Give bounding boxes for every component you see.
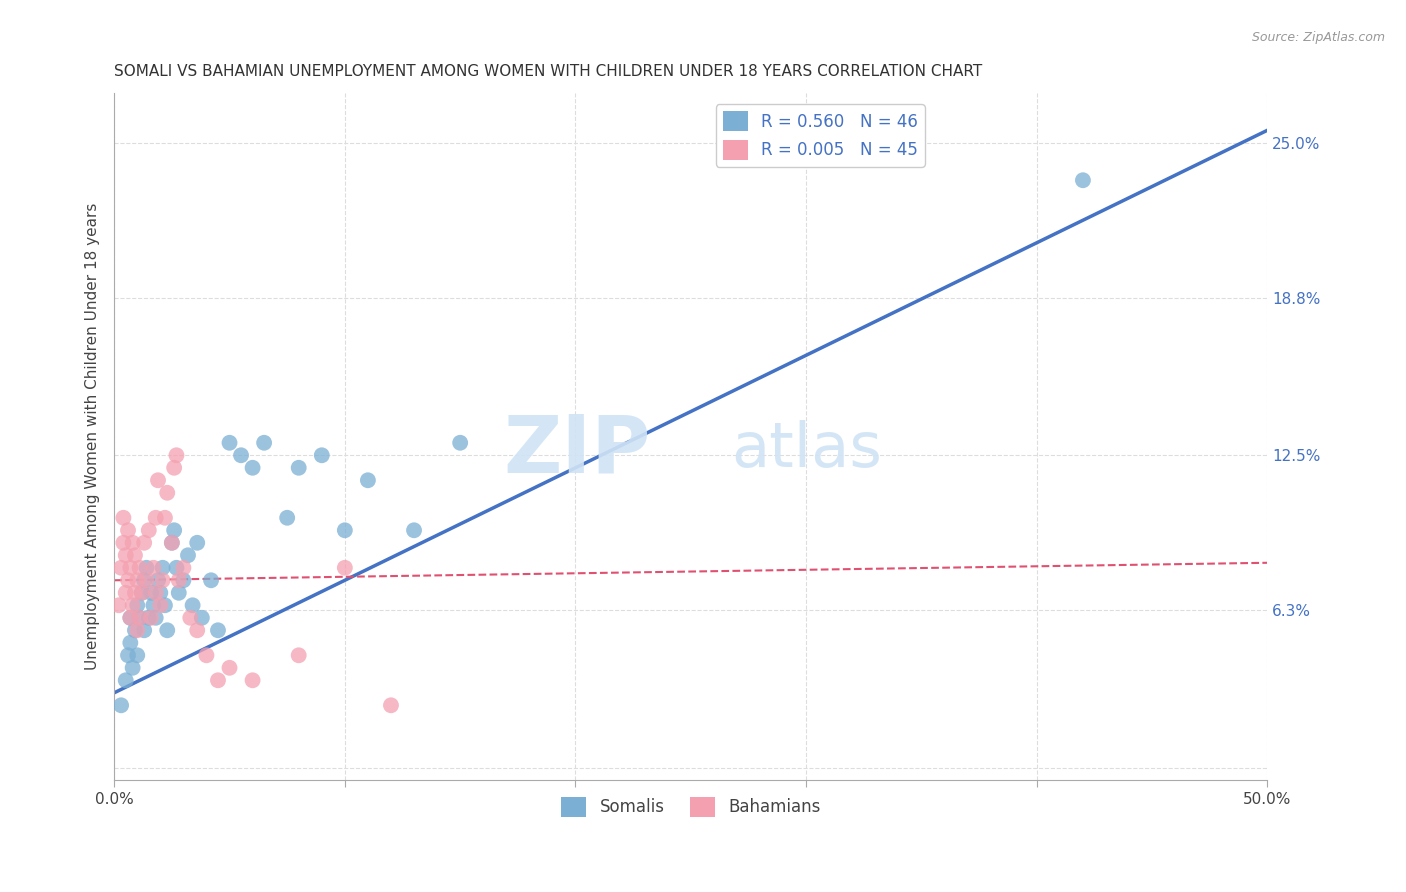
Point xyxy=(145,611,167,625)
Point xyxy=(114,673,136,688)
Point xyxy=(333,561,356,575)
Point xyxy=(131,586,153,600)
Point xyxy=(107,599,129,613)
Point xyxy=(163,460,186,475)
Point xyxy=(449,435,471,450)
Point xyxy=(145,510,167,524)
Point xyxy=(1071,173,1094,187)
Point xyxy=(128,561,150,575)
Point xyxy=(152,574,174,588)
Point xyxy=(127,599,149,613)
Point xyxy=(120,611,142,625)
Point xyxy=(333,523,356,537)
Point xyxy=(139,611,162,625)
Point xyxy=(117,648,139,663)
Point xyxy=(229,448,252,462)
Point xyxy=(120,561,142,575)
Point xyxy=(166,448,188,462)
Point xyxy=(114,549,136,563)
Point xyxy=(142,599,165,613)
Point xyxy=(207,624,229,638)
Point xyxy=(191,611,214,625)
Point xyxy=(179,611,201,625)
Point xyxy=(156,624,179,638)
Point xyxy=(131,586,153,600)
Point xyxy=(163,523,186,537)
Point xyxy=(218,435,240,450)
Point xyxy=(127,624,149,638)
Text: Source: ZipAtlas.com: Source: ZipAtlas.com xyxy=(1251,31,1385,45)
Point xyxy=(135,561,157,575)
Point xyxy=(200,574,222,588)
Point xyxy=(121,661,143,675)
Text: SOMALI VS BAHAMIAN UNEMPLOYMENT AMONG WOMEN WITH CHILDREN UNDER 18 YEARS CORRELA: SOMALI VS BAHAMIAN UNEMPLOYMENT AMONG WO… xyxy=(114,64,983,79)
Point xyxy=(402,523,425,537)
Point xyxy=(242,673,264,688)
Point xyxy=(146,473,169,487)
Point xyxy=(127,574,149,588)
Point xyxy=(114,586,136,600)
Point xyxy=(166,561,188,575)
Point xyxy=(311,448,333,462)
Point xyxy=(149,599,172,613)
Point xyxy=(134,574,156,588)
Text: atlas: atlas xyxy=(731,420,882,480)
Legend: Somalis, Bahamians: Somalis, Bahamians xyxy=(554,790,827,823)
Point xyxy=(177,549,200,563)
Point xyxy=(138,523,160,537)
Point xyxy=(153,599,176,613)
Point xyxy=(124,624,146,638)
Point xyxy=(242,460,264,475)
Point xyxy=(172,574,194,588)
Point xyxy=(218,661,240,675)
Point xyxy=(112,535,135,549)
Point xyxy=(117,574,139,588)
Text: ZIP: ZIP xyxy=(503,411,651,490)
Point xyxy=(145,586,167,600)
Point xyxy=(127,648,149,663)
Point xyxy=(110,561,132,575)
Point xyxy=(160,535,183,549)
Point xyxy=(152,561,174,575)
Point xyxy=(276,510,298,524)
Point xyxy=(195,648,218,663)
Point xyxy=(357,473,380,487)
Point xyxy=(167,586,190,600)
Point xyxy=(112,510,135,524)
Point xyxy=(380,698,402,713)
Point xyxy=(142,561,165,575)
Point xyxy=(287,648,309,663)
Point xyxy=(110,698,132,713)
Point xyxy=(135,574,157,588)
Point xyxy=(172,561,194,575)
Point xyxy=(121,599,143,613)
Point xyxy=(186,535,208,549)
Point xyxy=(181,599,204,613)
Point xyxy=(156,485,179,500)
Point xyxy=(287,460,309,475)
Point xyxy=(124,549,146,563)
Point xyxy=(128,611,150,625)
Point xyxy=(121,535,143,549)
Point xyxy=(149,586,172,600)
Point xyxy=(253,435,276,450)
Point xyxy=(124,586,146,600)
Point xyxy=(153,510,176,524)
Point xyxy=(120,611,142,625)
Point xyxy=(120,636,142,650)
Y-axis label: Unemployment Among Women with Children Under 18 years: Unemployment Among Women with Children U… xyxy=(86,202,100,670)
Point xyxy=(207,673,229,688)
Point xyxy=(134,624,156,638)
Point xyxy=(146,574,169,588)
Point xyxy=(139,586,162,600)
Point xyxy=(128,611,150,625)
Point xyxy=(160,535,183,549)
Point xyxy=(167,574,190,588)
Point xyxy=(186,624,208,638)
Point xyxy=(134,535,156,549)
Point xyxy=(138,611,160,625)
Point xyxy=(117,523,139,537)
